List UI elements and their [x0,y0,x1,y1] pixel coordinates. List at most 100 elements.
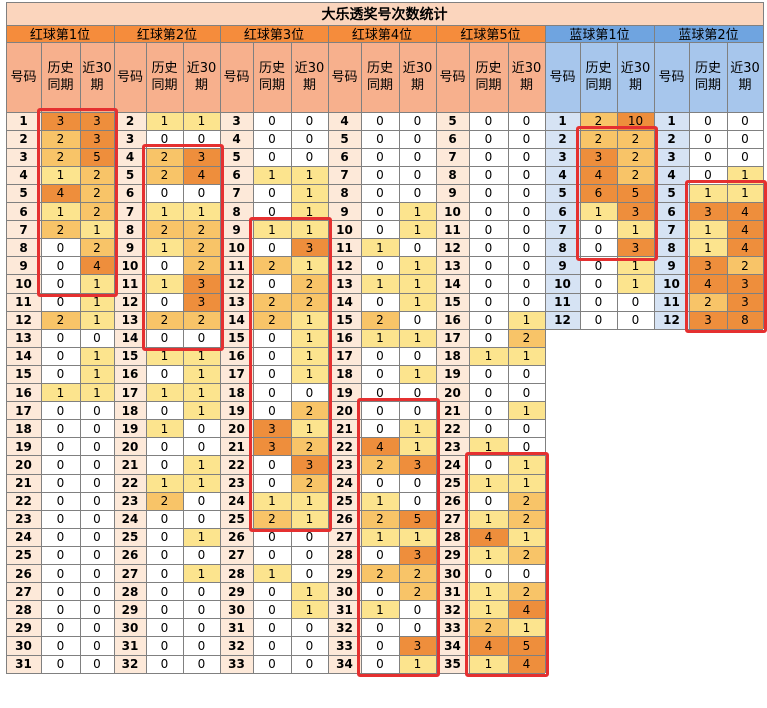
row-number: 31 [6,655,41,674]
grid-line [6,401,545,403]
recent-count: 3 [399,455,436,474]
row-number: 2 [114,112,146,131]
grid-line [6,310,545,312]
recent-count: 2 [399,582,436,601]
history-count: 0 [469,293,508,312]
grid-line [726,42,728,330]
history-count: 0 [469,329,508,348]
row-number: 16 [114,365,146,384]
history-count: 0 [146,618,183,637]
row-number: 1 [654,112,689,131]
row-number: 13 [328,274,361,293]
recent-count: 0 [183,419,220,438]
history-count: 0 [361,419,399,438]
grid-line [219,25,221,674]
recent-count: 1 [399,293,436,312]
recent-count: 0 [508,166,545,185]
recent-count: 0 [291,148,328,167]
history-count: 0 [41,274,80,293]
recent-count: 2 [183,311,220,330]
grid-line [398,42,400,674]
history-count: 0 [580,220,617,239]
history-count: 2 [689,293,727,312]
row-number: 17 [436,329,469,348]
row-number: 16 [436,311,469,330]
row-number: 16 [328,329,361,348]
recent-count: 1 [183,383,220,402]
history-count: 0 [41,528,80,547]
recent-count: 0 [291,112,328,131]
row-number: 17 [328,347,361,366]
history-count: 1 [146,474,183,493]
history-count: 0 [253,347,291,366]
recent-count: 5 [80,148,114,167]
grid-line [6,473,545,475]
history-count: 2 [146,166,183,185]
grid-line [40,42,42,674]
col-header-recent: 近30期 [617,42,654,112]
recent-count: 0 [183,492,220,511]
history-count: 0 [689,148,727,167]
history-count: 1 [469,655,508,674]
row-number: 23 [220,474,253,493]
recent-count: 4 [183,166,220,185]
history-count: 0 [361,256,399,275]
grid-line [6,1,763,3]
recent-count: 2 [508,492,545,511]
recent-count: 1 [399,365,436,384]
history-count: 0 [41,419,80,438]
recent-count: 0 [727,130,763,149]
history-count: 3 [689,311,727,330]
row-number: 7 [328,166,361,185]
row-number: 3 [114,130,146,149]
row-number: 27 [328,528,361,547]
row-number: 33 [436,618,469,637]
row-number: 28 [114,582,146,601]
recent-count: 1 [399,528,436,547]
recent-count: 1 [291,510,328,529]
row-number: 17 [114,383,146,402]
grid-line [6,527,545,529]
grid-line [6,202,545,203]
history-count: 3 [41,112,80,131]
row-number: 1 [545,112,580,131]
row-number: 31 [114,636,146,655]
row-number: 23 [6,510,41,529]
recent-count: 0 [508,383,545,402]
history-count: 0 [146,564,183,583]
recent-count: 0 [291,618,328,637]
recent-count: 1 [399,202,436,221]
recent-count: 0 [80,655,114,674]
recent-count: 0 [183,329,220,348]
history-count: 0 [469,274,508,293]
history-count: 2 [253,293,291,312]
grid-line [6,165,545,167]
recent-count: 1 [291,347,328,366]
grid-line [507,42,509,674]
recent-count: 0 [183,546,220,565]
history-count: 2 [146,492,183,511]
recent-count: 0 [80,492,114,511]
history-count: 0 [361,401,399,420]
recent-count: 3 [291,455,328,474]
row-number: 25 [114,528,146,547]
history-count: 0 [469,455,508,474]
recent-count: 0 [80,582,114,601]
row-number: 14 [6,347,41,366]
row-number: 25 [436,474,469,493]
history-count: 0 [253,636,291,655]
grid-line [6,564,545,565]
row-number: 3 [654,148,689,167]
recent-count: 2 [617,130,654,149]
recent-count: 0 [399,130,436,149]
recent-count: 1 [508,347,545,366]
recent-count: 1 [617,256,654,275]
recent-count: 1 [183,112,220,131]
grid-line [79,42,81,674]
row-number: 7 [220,184,253,203]
recent-count: 0 [399,383,436,402]
row-number: 22 [6,492,41,511]
row-number: 27 [114,564,146,583]
recent-count: 1 [183,401,220,420]
row-number: 8 [6,238,41,257]
